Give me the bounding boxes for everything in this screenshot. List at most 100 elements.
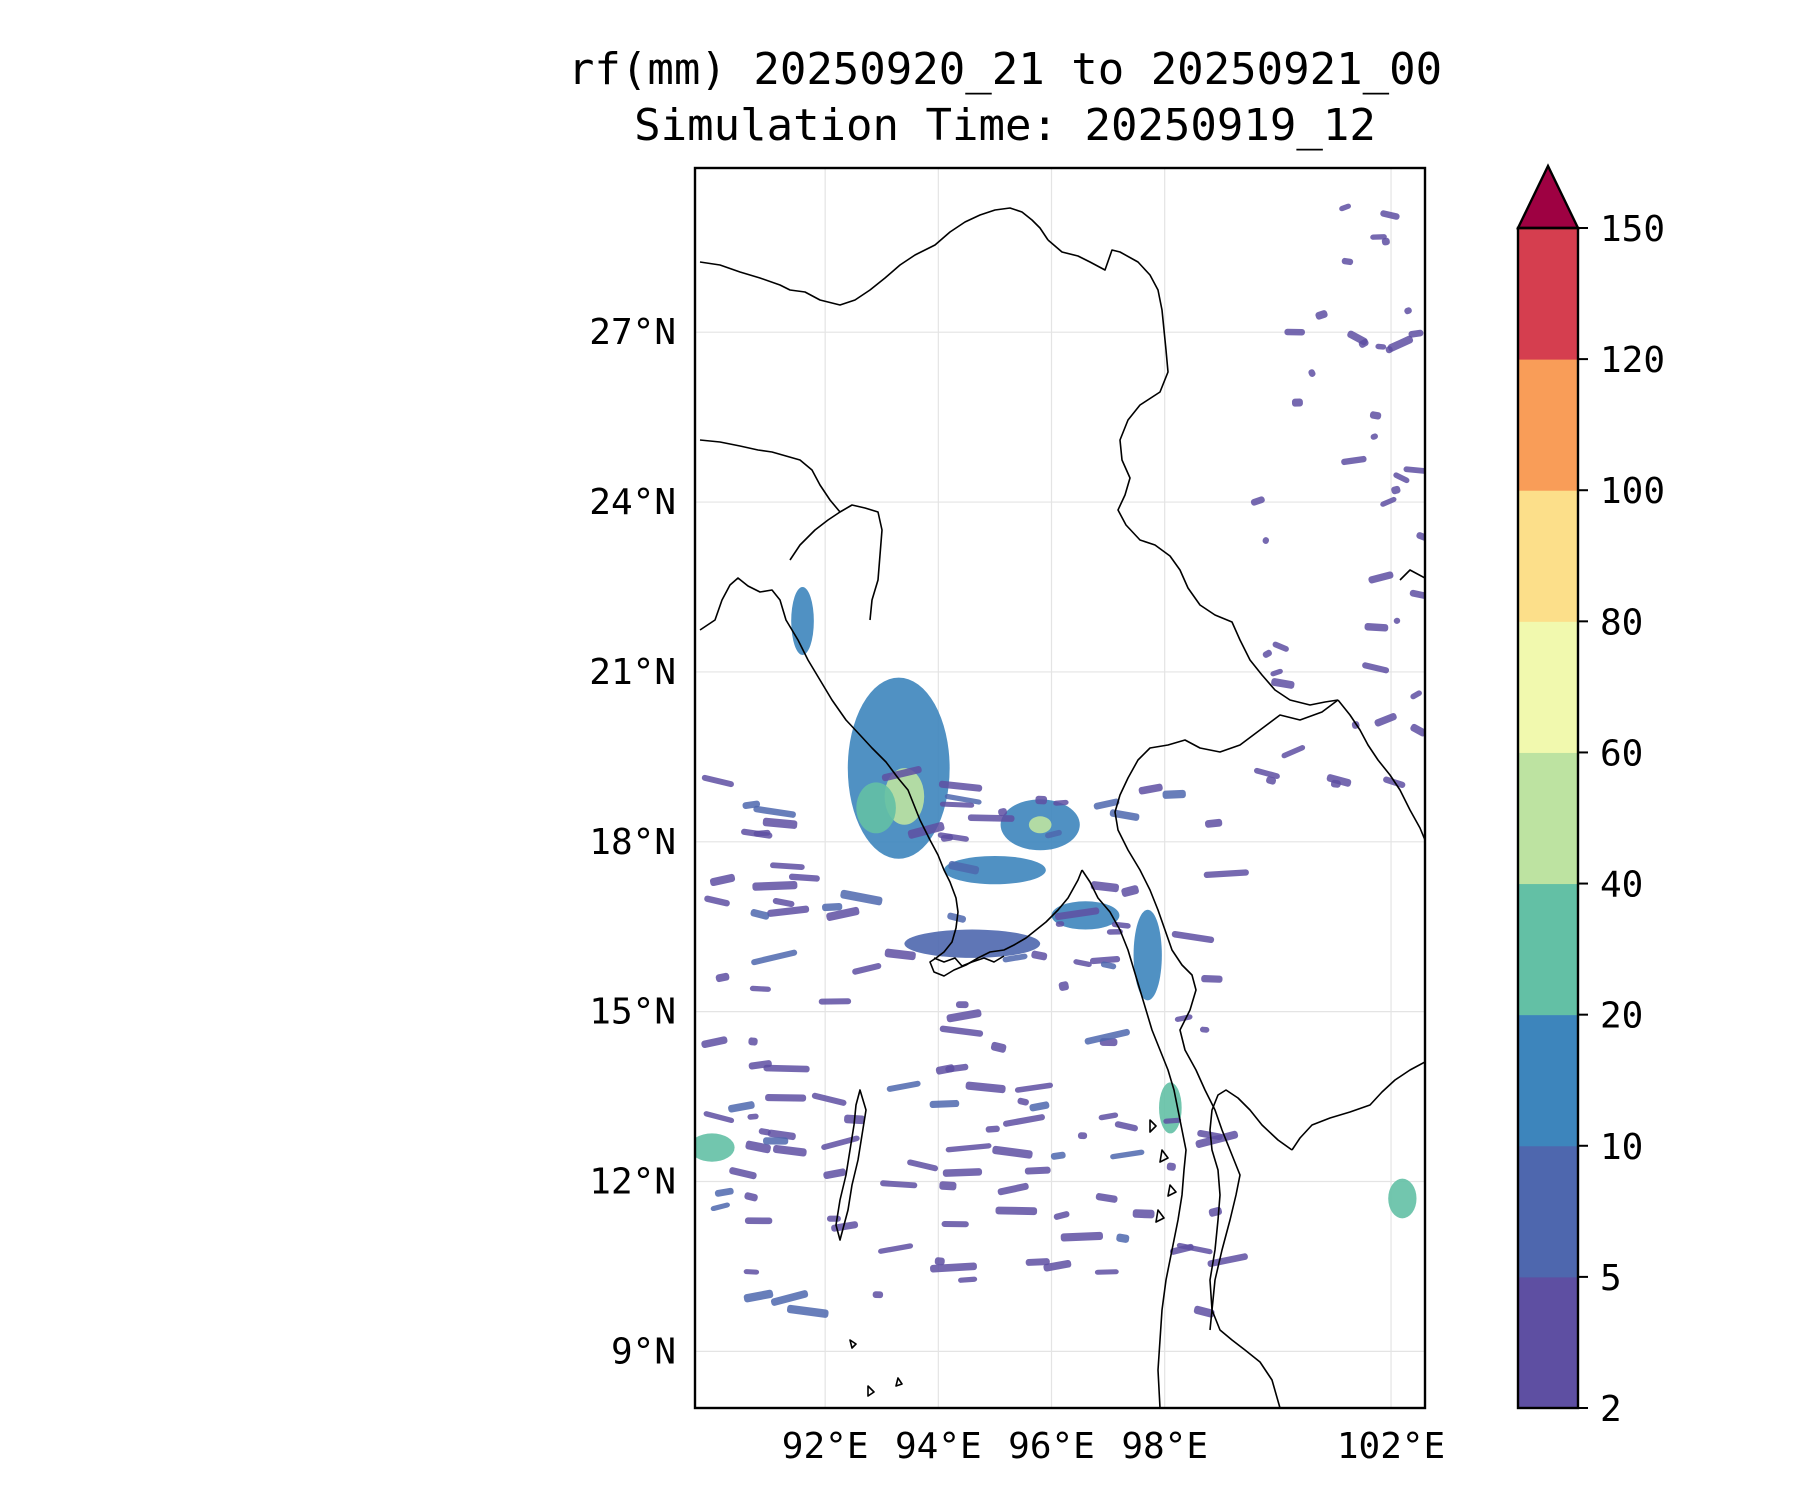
rain-streak-east-23 bbox=[1391, 485, 1401, 495]
rain-streak-east-15 bbox=[1364, 623, 1389, 632]
rain-streak-60 bbox=[729, 1167, 757, 1180]
rain-streak-32 bbox=[728, 1101, 755, 1113]
rain-streak-88 bbox=[945, 1063, 969, 1073]
rain-streak-east-3 bbox=[1403, 466, 1425, 474]
latitude-tick-labels: 27°N 24°N 21°N 18°N 15°N 12°N 9°N bbox=[589, 312, 676, 1372]
rain-streak-east-35 bbox=[1284, 328, 1305, 336]
rain-streak-28 bbox=[938, 780, 983, 792]
rain-streak-east-33 bbox=[1380, 496, 1397, 507]
rain-streak-21 bbox=[821, 1135, 860, 1150]
rain-streak-136 bbox=[948, 860, 980, 875]
rain-streak-east-6 bbox=[1266, 776, 1277, 785]
rain-streak-100 bbox=[946, 1009, 982, 1023]
rain-streak-61 bbox=[747, 1113, 759, 1120]
rain-streak-68 bbox=[1077, 1132, 1088, 1140]
rain-streak-114 bbox=[995, 1206, 1038, 1216]
rain-streak-east-1 bbox=[1308, 369, 1316, 377]
rain-streak-6 bbox=[985, 1125, 1000, 1133]
rain-cell-5 bbox=[791, 586, 814, 655]
rain-streak-35 bbox=[822, 902, 843, 912]
rain-streak-23 bbox=[704, 895, 730, 907]
rain-streak-56 bbox=[786, 1304, 829, 1318]
rain-streak-east-11 bbox=[1262, 537, 1270, 544]
coastline-nicobar-islets bbox=[849, 1339, 903, 1397]
rain-streak-53 bbox=[997, 1182, 1029, 1196]
lon-tick-label-3: 98°E bbox=[1121, 1426, 1208, 1467]
rain-streak-50 bbox=[1163, 1117, 1182, 1124]
rain-streak-east-27 bbox=[1339, 203, 1351, 212]
rain-streak-east-41 bbox=[1341, 257, 1354, 266]
rain-streak-41 bbox=[880, 1180, 918, 1189]
rain-streak-106 bbox=[1207, 1253, 1248, 1267]
rain-streak-east-29 bbox=[1393, 472, 1410, 484]
rain-streak-84 bbox=[1193, 1305, 1215, 1318]
rain-streak-east-26 bbox=[1393, 617, 1401, 624]
colorbar-label-6: 80 bbox=[1600, 602, 1643, 643]
rain-streak-east-5 bbox=[1254, 767, 1280, 780]
rain-cell-7 bbox=[1133, 909, 1162, 1001]
rain-streak-108 bbox=[965, 1081, 1006, 1094]
border-myanmar-china bbox=[1047, 239, 1339, 706]
rain-streak-52 bbox=[941, 1221, 969, 1228]
rain-streak-17 bbox=[1166, 1162, 1176, 1171]
colorbar-label-8: 120 bbox=[1600, 340, 1665, 381]
rain-streak-111 bbox=[1003, 1114, 1045, 1127]
coastlines-and-borders bbox=[699, 207, 1425, 1408]
rain-streak-4 bbox=[763, 1064, 810, 1073]
rain-streak-east-34 bbox=[1281, 745, 1306, 759]
colorbar-label-0: 2 bbox=[1600, 1389, 1622, 1430]
rain-streak-112 bbox=[773, 1144, 807, 1157]
map-frame bbox=[693, 166, 1427, 1410]
colorbar-segment-4 bbox=[1518, 752, 1578, 885]
rain-streak-92 bbox=[1138, 783, 1163, 795]
rain-streak-59 bbox=[1055, 921, 1065, 927]
rain-streak-127 bbox=[753, 829, 771, 837]
rain-streak-8 bbox=[1014, 1082, 1053, 1093]
rain-streak-77 bbox=[710, 1202, 730, 1212]
rain-streak-116 bbox=[1024, 1166, 1051, 1175]
rain-streak-east-17 bbox=[1326, 774, 1352, 787]
rain-streak-42 bbox=[1162, 789, 1186, 799]
rain-streak-18 bbox=[1045, 829, 1062, 839]
rain-streak-119 bbox=[945, 1143, 992, 1153]
rain-streak-96 bbox=[907, 822, 945, 839]
rain-streak-65 bbox=[940, 834, 954, 842]
rain-streak-40 bbox=[767, 905, 810, 917]
rain-streak-east-14 bbox=[1410, 690, 1422, 700]
rain-streak-83 bbox=[1114, 1121, 1138, 1132]
coastline-gulf-of-thailand bbox=[1209, 1089, 1293, 1408]
colorbar-label-7: 100 bbox=[1600, 471, 1665, 512]
rain-streak-103 bbox=[1098, 1112, 1119, 1121]
rain-streak-122 bbox=[823, 1168, 847, 1180]
rain-streak-east-24 bbox=[1330, 779, 1341, 788]
rain-streak-51 bbox=[881, 766, 922, 782]
rain-streak-16 bbox=[937, 832, 969, 842]
rain-streak-14 bbox=[811, 1092, 847, 1106]
colorbar-label-5: 60 bbox=[1600, 733, 1643, 774]
rain-streak-135 bbox=[772, 897, 795, 908]
colorbar-segment-8 bbox=[1518, 228, 1578, 360]
rain-streak-82 bbox=[1204, 818, 1223, 828]
rain-streak-3 bbox=[990, 1041, 1007, 1053]
rain-streak-125 bbox=[1176, 1242, 1213, 1255]
rain-streak-133 bbox=[753, 805, 796, 818]
rain-streak-97 bbox=[751, 949, 798, 966]
lon-tick-label-0: 92°E bbox=[782, 1426, 869, 1467]
rain-streak-34 bbox=[1199, 1026, 1210, 1033]
lat-tick-label-5: 12°N bbox=[589, 1162, 676, 1203]
rain-streak-38 bbox=[872, 1291, 884, 1299]
rain-streak-east-42 bbox=[1381, 237, 1390, 246]
lat-tick-label-4: 15°N bbox=[589, 992, 676, 1033]
border-thailand-cambodia bbox=[1291, 1061, 1425, 1151]
coastline-andaman-islands bbox=[835, 1089, 867, 1241]
figure-title-line-1: rf(mm) 20250920_21 to 20250921_00 bbox=[568, 44, 1442, 95]
rain-streak-19 bbox=[743, 1289, 774, 1303]
rain-streak-5 bbox=[1050, 1151, 1066, 1160]
rain-streak-east-18 bbox=[1272, 641, 1289, 652]
rain-streak-east-32 bbox=[1409, 589, 1425, 600]
coastline-bangladesh-myanmar bbox=[699, 577, 1083, 977]
border-myanmar-india bbox=[789, 504, 883, 621]
rain-streak-104 bbox=[907, 1159, 939, 1172]
lon-tick-label-1: 94°E bbox=[895, 1426, 982, 1467]
